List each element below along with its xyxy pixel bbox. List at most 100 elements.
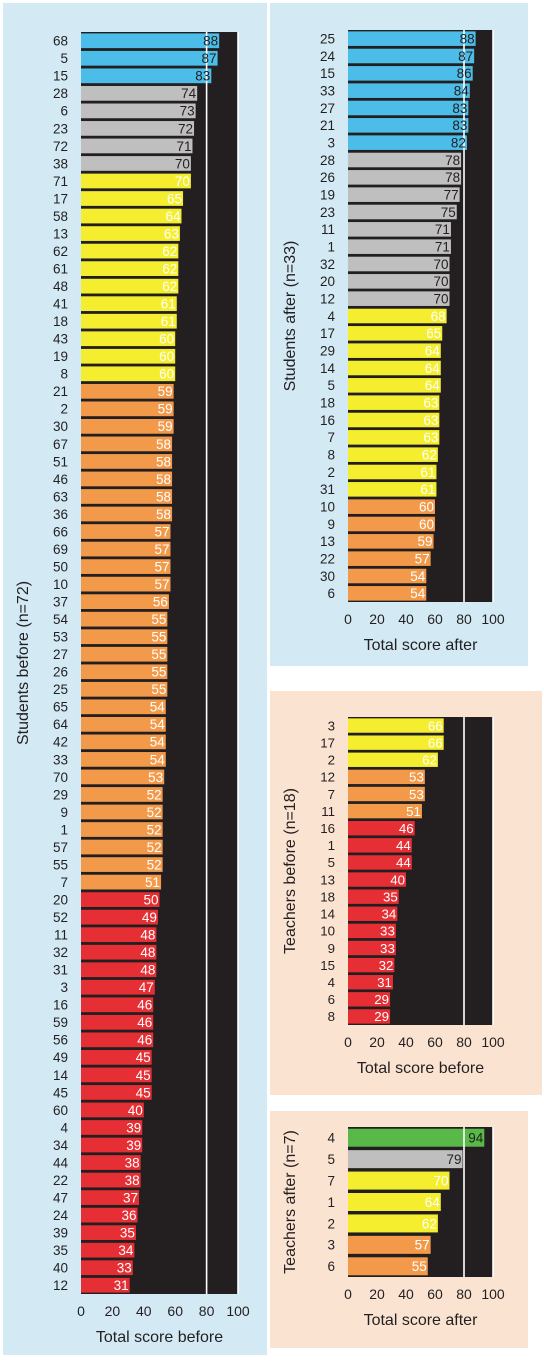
bar-value-label: 63 <box>164 226 179 241</box>
bar-value-label: 51 <box>145 875 160 890</box>
bar-value-label: 64 <box>425 361 441 376</box>
bar-value-label: 60 <box>159 349 174 364</box>
plot-area <box>348 717 493 1025</box>
bar <box>348 256 450 272</box>
bar-value-label: 52 <box>147 840 162 855</box>
category-tick-label: 3 <box>328 718 335 733</box>
x-tick-label: 80 <box>456 611 472 627</box>
bar <box>348 291 450 306</box>
category-tick-label: 45 <box>53 1085 68 1100</box>
bar <box>348 395 440 410</box>
category-tick-label: 27 <box>320 101 335 116</box>
bar <box>81 857 163 872</box>
category-tick-label: 36 <box>53 507 68 522</box>
x-tick-label: 60 <box>167 1303 183 1319</box>
x-tick-label: 40 <box>136 1303 152 1319</box>
bar-value-label: 50 <box>143 892 158 907</box>
bar-value-label: 51 <box>406 804 421 819</box>
bar <box>348 222 451 237</box>
bar <box>348 1214 438 1233</box>
category-tick-label: 44 <box>53 1155 69 1170</box>
category-tick-label: 33 <box>320 84 335 99</box>
bar-value-label: 62 <box>422 1216 437 1231</box>
bar-value-label: 59 <box>158 402 173 417</box>
category-tick-label: 52 <box>53 910 68 925</box>
bar-value-label: 40 <box>128 1103 143 1118</box>
bar-value-label: 35 <box>120 1226 135 1241</box>
bar-value-label: 32 <box>379 958 394 973</box>
bar-value-label: 55 <box>151 647 166 662</box>
category-tick-label: 14 <box>320 907 335 922</box>
bar <box>348 586 427 601</box>
category-tick-label: 62 <box>53 244 68 259</box>
bar <box>81 1260 133 1276</box>
bar-value-label: 54 <box>150 752 166 767</box>
bar <box>348 568 427 584</box>
bar-value-label: 60 <box>159 367 174 382</box>
bar <box>81 962 157 978</box>
bar <box>348 274 450 289</box>
category-tick-label: 22 <box>320 552 335 567</box>
category-tick-label: 50 <box>53 559 68 574</box>
bar <box>81 927 157 943</box>
x-tick-label: 0 <box>344 1034 352 1050</box>
bar-value-label: 55 <box>412 1259 427 1274</box>
category-tick-label: 2 <box>327 1216 335 1231</box>
y-axis-title: Teachers before (n=18) <box>282 788 299 954</box>
x-tick-label: 40 <box>398 1034 414 1050</box>
bar-value-label: 74 <box>181 86 197 101</box>
category-tick-label: 6 <box>327 586 335 601</box>
category-tick-label: 38 <box>53 156 68 171</box>
bar-value-label: 54 <box>410 569 426 584</box>
category-tick-label: 18 <box>53 314 68 329</box>
bar-value-label: 45 <box>136 1050 151 1065</box>
category-tick-label: 27 <box>53 647 68 662</box>
bar <box>81 506 173 522</box>
bar <box>81 839 163 855</box>
x-tick-label: 40 <box>398 1286 414 1302</box>
bar <box>81 68 212 84</box>
bar-value-label: 62 <box>162 261 177 276</box>
x-tick-label: 100 <box>481 1034 505 1050</box>
bar <box>81 752 166 767</box>
category-tick-label: 19 <box>53 349 68 364</box>
bar-value-label: 83 <box>452 101 467 116</box>
bar <box>81 1277 130 1293</box>
bar-value-label: 49 <box>142 910 157 925</box>
bar <box>81 103 196 119</box>
bar-value-label: 71 <box>435 222 450 237</box>
bar-value-label: 78 <box>445 170 460 185</box>
bar <box>348 1128 485 1147</box>
bar-value-label: 53 <box>148 770 163 785</box>
bar <box>348 430 440 445</box>
category-tick-label: 37 <box>53 595 68 610</box>
bar <box>348 1009 391 1024</box>
category-tick-label: 72 <box>53 139 68 154</box>
category-tick-label: 12 <box>53 1278 68 1293</box>
bar-value-label: 61 <box>161 314 176 329</box>
bar-value-label: 71 <box>435 240 450 255</box>
category-tick-label: 57 <box>53 840 68 855</box>
category-tick-label: 16 <box>53 998 68 1013</box>
x-tick-label: 0 <box>344 611 352 627</box>
category-tick-label: 54 <box>53 612 69 627</box>
category-tick-label: 12 <box>320 770 335 785</box>
bar <box>81 1050 152 1065</box>
bar <box>348 135 467 150</box>
bar <box>348 118 469 133</box>
bar-value-label: 84 <box>454 84 470 99</box>
bar-value-label: 54 <box>150 700 166 715</box>
bar <box>81 734 166 750</box>
category-tick-label: 2 <box>327 465 335 480</box>
category-tick-label: 2 <box>328 753 335 768</box>
bar <box>81 85 198 101</box>
bar <box>81 173 191 189</box>
bar-value-label: 33 <box>117 1261 132 1276</box>
y-axis-title: Students before (n=72) <box>15 581 32 745</box>
bar <box>348 940 396 956</box>
bar <box>81 138 193 154</box>
category-tick-label: 12 <box>320 292 335 307</box>
bar-value-label: 38 <box>125 1155 140 1170</box>
bar-value-label: 82 <box>451 136 466 151</box>
